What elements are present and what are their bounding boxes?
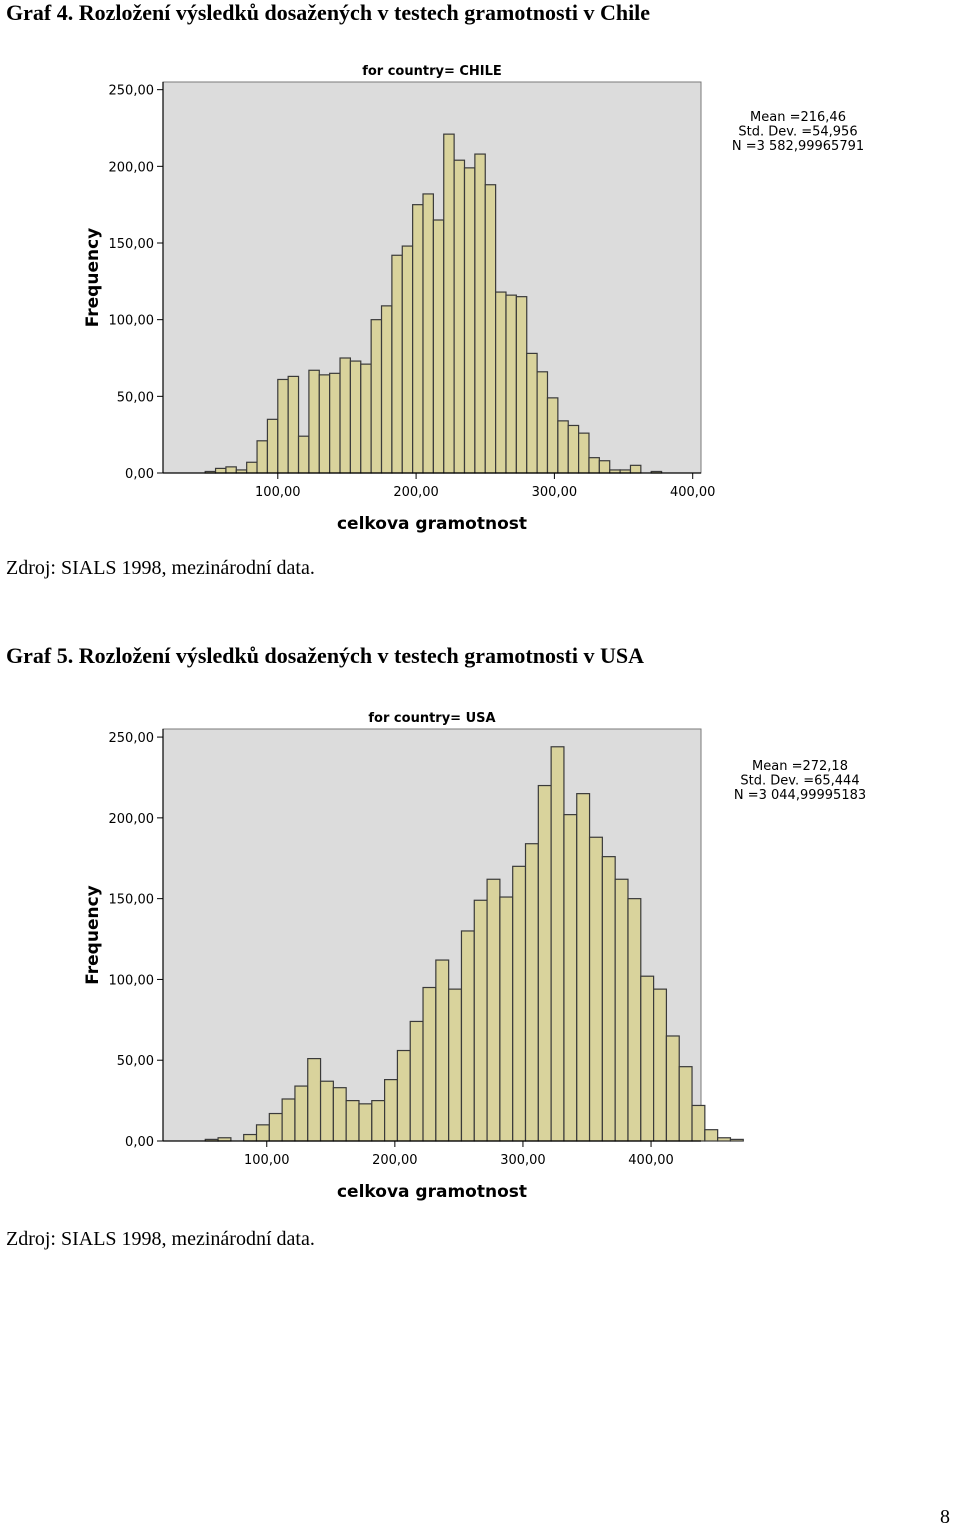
x-axis-title: celkova gramotnost <box>337 1182 527 1202</box>
y-axis-title: Frequency <box>83 228 103 328</box>
histogram-bar <box>640 975 655 1142</box>
x-tick-label: 400,00 <box>670 485 716 500</box>
x-axis-title: celkova gramotnost <box>337 514 527 534</box>
y-tick-label: 200,00 <box>109 812 155 827</box>
histogram-bar <box>345 1100 360 1142</box>
histogram-bar <box>653 988 668 1142</box>
histogram-bar <box>729 1138 744 1142</box>
y-tick-label: 150,00 <box>109 893 155 908</box>
histogram-bar <box>614 878 629 1142</box>
stat-line: Mean =272,18 <box>752 759 848 774</box>
histogram-bar <box>435 959 450 1142</box>
stat-line: Std. Dev. =65,444 <box>740 774 859 789</box>
stat-line: N =3 044,99995183 <box>734 788 866 803</box>
histogram-usa: 0,00 50,00 100,00 150,00 200,00 250,00 100,00 2… <box>83 711 866 1202</box>
histogram-bar <box>588 836 603 1142</box>
histogram-bar <box>255 1124 270 1142</box>
histogram-bar <box>332 1087 347 1142</box>
x-tick-label: 300,00 <box>532 485 578 500</box>
histogram-bar <box>524 843 539 1142</box>
graf4-caption: Graf 4. Rozložení výsledků dosažených v … <box>6 0 651 25</box>
histogram-bar <box>243 1133 258 1142</box>
y-tick-label: 250,00 <box>109 84 155 99</box>
x-tick-label: 100,00 <box>255 485 301 500</box>
x-tick-label: 400,00 <box>628 1153 674 1168</box>
x-tick-label: 100,00 <box>244 1153 290 1168</box>
y-tick-label: 100,00 <box>109 314 155 329</box>
y-tick-label: 50,00 <box>117 390 154 405</box>
histogram-bar <box>601 856 616 1142</box>
histogram-bar <box>512 865 527 1142</box>
x-tick-label: 200,00 <box>372 1153 418 1168</box>
y-tick-label: 50,00 <box>117 1054 154 1069</box>
histogram-chile: 0,00 50,00 100,00 150,00 200,00 250,00 100,00 2… <box>83 64 864 534</box>
stat-line: Mean =216,46 <box>750 110 846 125</box>
histogram-bar <box>678 1066 693 1142</box>
histogram-bar <box>460 930 475 1142</box>
histogram-bar <box>294 1085 309 1142</box>
histogram-bar <box>691 1104 706 1142</box>
chart-title: for country= USA <box>368 711 495 726</box>
histogram-bar <box>448 988 463 1142</box>
histogram-bar <box>422 986 437 1142</box>
histogram-bar <box>486 878 501 1142</box>
graf5-source-note: Zdroj: SIALS 1998, mezinárodní data. <box>6 1228 315 1250</box>
histogram-bar <box>371 1100 386 1142</box>
histogram-bar <box>319 1080 334 1142</box>
histogram-bar <box>473 899 488 1142</box>
y-tick-label: 0,00 <box>125 467 154 482</box>
chart-title: for country= CHILE <box>362 64 502 79</box>
histogram-bar <box>307 1057 322 1142</box>
histogram-bar <box>550 746 565 1142</box>
stat-line: N =3 582,99965791 <box>732 139 864 154</box>
histogram-bar <box>627 898 642 1142</box>
histogram-bar <box>665 1035 680 1142</box>
x-tick-label: 200,00 <box>393 485 439 500</box>
y-axis-title: Frequency <box>83 885 103 985</box>
histogram-bar <box>563 814 578 1142</box>
histogram-bar <box>281 1098 296 1142</box>
histogram-bar <box>384 1079 399 1142</box>
y-tick-label: 100,00 <box>109 973 155 988</box>
histogram-bar <box>499 896 514 1142</box>
histogram-bar <box>717 1137 732 1142</box>
histogram-bar <box>358 1103 373 1142</box>
histogram-bar <box>537 784 552 1142</box>
x-tick-label: 300,00 <box>500 1153 546 1168</box>
y-tick-label: 200,00 <box>109 160 155 175</box>
y-tick-label: 250,00 <box>109 731 155 746</box>
y-tick-label: 0,00 <box>125 1135 154 1150</box>
page-number: 8 <box>940 1506 950 1528</box>
histogram-bar <box>704 1129 719 1142</box>
histogram-bar <box>409 1020 424 1142</box>
graf4-source-note: Zdroj: SIALS 1998, mezinárodní data. <box>6 557 315 579</box>
histogram-bar <box>396 1049 411 1142</box>
stat-line: Std. Dev. =54,956 <box>738 125 857 140</box>
histogram-bar <box>576 793 591 1142</box>
y-tick-label: 150,00 <box>109 237 155 252</box>
histogram-bar <box>268 1112 283 1142</box>
graf5-caption: Graf 5. Rozložení výsledků dosažených v … <box>6 643 644 668</box>
